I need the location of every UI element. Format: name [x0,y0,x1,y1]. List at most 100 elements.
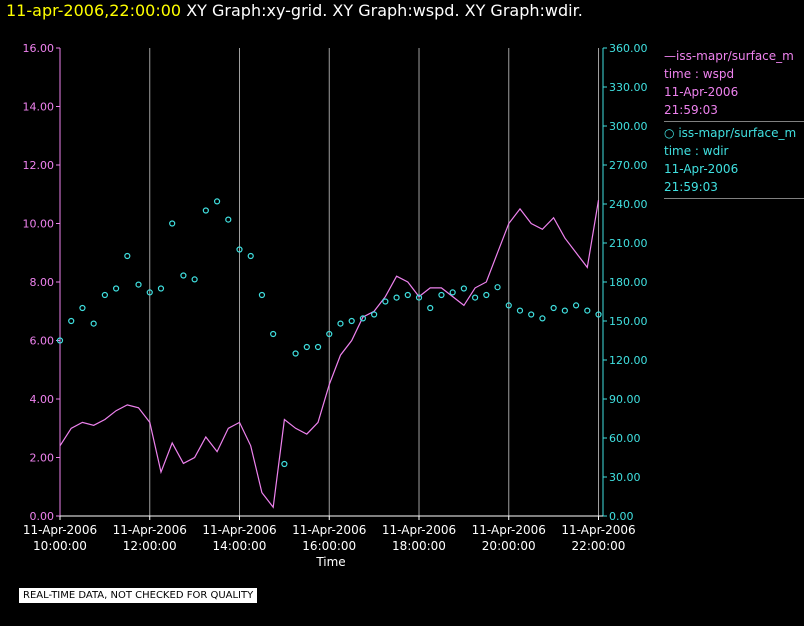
wdir-point [292,350,299,357]
legend-wdir-time: 21:59:03 [664,180,718,194]
wdir-point [572,302,580,309]
wdir-point [202,207,209,214]
wdir-point [90,320,97,327]
wdir-point [337,320,344,327]
wdir-point [68,317,75,325]
legend-wspd-date: 11-Apr-2006 [664,85,739,99]
x-tick-date: 11-Apr-2006 [561,523,635,537]
x-tick-time: 12:00:00 [123,539,177,553]
right-tick-label: 180.00 [609,276,648,289]
wdir-point [371,311,378,318]
wdir-point [595,311,602,318]
wdir-point [415,294,423,301]
wdir-point [550,304,557,312]
wdir-point [303,343,310,351]
wdir-point [326,330,333,338]
x-tick-date: 11-Apr-2006 [113,523,187,537]
wdir-point [146,289,153,296]
wdir-point [348,317,355,325]
legend-wdir-pair: time : wdir [664,144,729,158]
left-tick-label: 0.00 [30,510,55,523]
qc-notice: REAL-TIME DATA, NOT CHECKED FOR QUALITY [19,588,258,603]
right-axis-ticks: 0.00 30.00 60.00 90.00 120.00 150.00 180.00 210… [603,42,648,523]
x-tick-time: 22:00:00 [572,539,626,553]
wdir-point [180,272,187,279]
wdir-point [247,252,254,260]
header-graph-list: XY Graph:xy-grid. XY Graph:wspd. XY Grap… [186,1,583,20]
wspd-series [59,200,600,509]
wdir-point [236,246,243,253]
right-tick-label: 240.00 [609,198,648,211]
legend-wdir-date: 11-Apr-2006 [664,162,739,176]
wspd-line [59,200,600,509]
x-tick-date: 11-Apr-2006 [23,523,97,537]
left-tick-label: 10.00 [23,218,55,231]
wdir-point [404,291,411,299]
legend-wdir: ○ iss-mapr/surface_m time : wdir 11-Apr-… [664,124,804,199]
wdir-point [460,285,467,292]
right-tick-label: 330.00 [609,81,648,94]
x-tick-date: 11-Apr-2006 [382,523,456,537]
x-tick-date: 11-Apr-2006 [472,523,546,537]
right-tick-label: 150.00 [609,315,648,328]
wdir-point [584,307,591,314]
wdir-point [427,304,434,312]
wdir-point [449,289,456,296]
right-tick-label: 300.00 [609,120,648,133]
wdir-point [561,307,568,314]
x-tick-date: 11-Apr-2006 [292,523,366,537]
wdir-point [393,294,400,301]
wdir-point [516,307,524,314]
x-tick-time: 10:00:00 [33,539,87,553]
wdir-point [438,291,445,299]
grid-lines [149,48,600,516]
right-tick-label: 30.00 [609,471,641,484]
wdir-point [225,216,232,223]
wdir-point [79,304,86,312]
wdir-point [539,315,546,322]
legend-wdir-name: ○ iss-mapr/surface_m [664,126,797,140]
wdir-point [258,291,266,299]
wdir-point [528,311,535,318]
x-tick-time: 20:00:00 [482,539,536,553]
left-tick-label: 6.00 [30,335,55,348]
wdir-point [494,284,501,291]
left-tick-label: 16.00 [23,42,55,55]
wdir-point [135,281,142,288]
x-tick-time: 18:00:00 [392,539,446,553]
wdir-point [213,198,221,205]
right-tick-label: 210.00 [609,237,648,250]
left-tick-label: 12.00 [23,159,55,172]
x-tick-date: 11-Apr-2006 [202,523,276,537]
right-tick-label: 120.00 [609,354,648,367]
legend-wspd-time: 21:59:03 [664,103,718,117]
x-axis-ticks: 11-Apr-2006 10:00:00 11-Apr-2006 12:00:00 11… [23,516,636,553]
wdir-point [382,298,389,305]
header-timestamp: 11-apr-2006,22:00:00 [6,1,182,20]
right-tick-label: 0.00 [609,510,634,523]
left-tick-label: 8.00 [30,276,55,289]
right-tick-label: 90.00 [609,393,641,406]
wdir-point [505,302,512,309]
left-tick-label: 14.00 [23,101,55,114]
axes [59,48,604,517]
legend-wspd-pair: time : wspd [664,67,735,81]
left-axis-ticks: 0.00 2.00 4.00 6.00 8.00 10.00 12.00 14.00 16.00 [23,42,60,523]
wdir-point [191,276,198,283]
right-tick-label: 270.00 [609,159,648,172]
wdir-point [483,291,490,299]
legend: —iss-mapr/surface_m time : wspd 11-Apr-2… [664,47,804,201]
right-tick-label: 360.00 [609,42,648,55]
legend-wspd-name: —iss-mapr/surface_m [664,49,794,63]
chart-header: 11-apr-2006,22:00:00 XY Graph:xy-grid. X… [6,1,583,20]
wdir-point [169,220,176,227]
legend-wdir-marker-icon: ○ [664,126,675,140]
left-tick-label: 2.00 [30,452,55,465]
wdir-point [281,460,288,468]
x-axis-label: Time [315,555,345,569]
wdir-point [124,252,131,260]
wdir-point [157,285,165,292]
legend-wspd: —iss-mapr/surface_m time : wspd 11-Apr-2… [664,47,804,122]
wdir-series [56,198,602,468]
